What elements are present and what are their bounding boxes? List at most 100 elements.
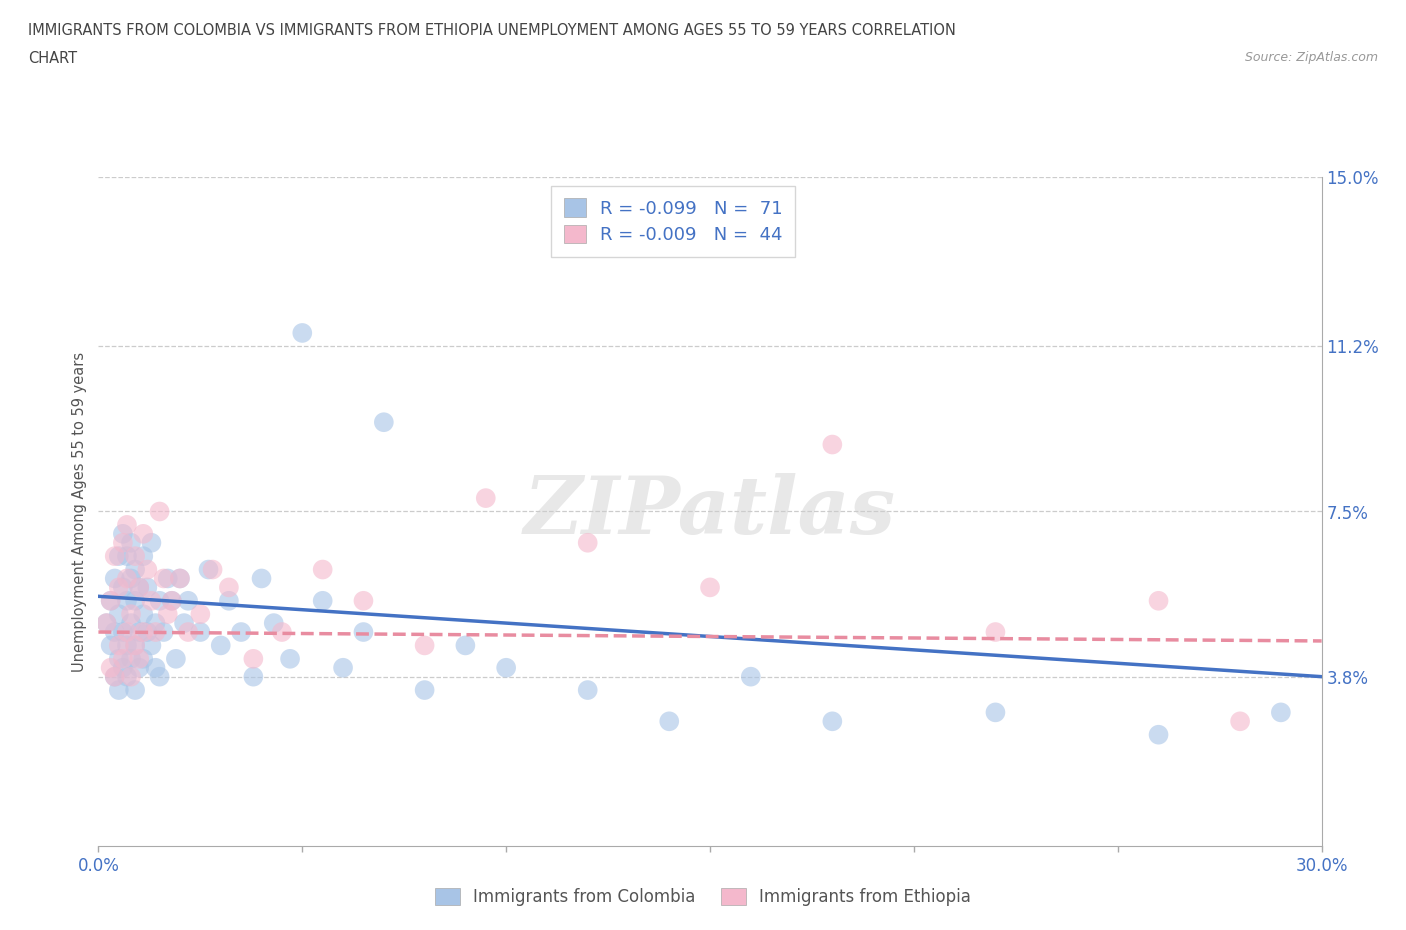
Point xyxy=(128,580,150,595)
Point xyxy=(100,660,122,675)
Point xyxy=(984,625,1007,640)
Point xyxy=(124,549,146,564)
Point xyxy=(111,651,134,666)
Point xyxy=(291,326,314,340)
Point xyxy=(141,638,163,653)
Point xyxy=(115,625,138,640)
Point xyxy=(242,670,264,684)
Point xyxy=(242,651,264,666)
Point xyxy=(111,660,134,675)
Point xyxy=(128,660,150,675)
Point xyxy=(136,580,159,595)
Point xyxy=(100,638,122,653)
Point xyxy=(1229,714,1251,729)
Point xyxy=(108,651,131,666)
Point xyxy=(108,606,131,621)
Point xyxy=(136,562,159,577)
Point xyxy=(699,580,721,595)
Point xyxy=(145,616,167,631)
Point xyxy=(1270,705,1292,720)
Point xyxy=(1147,593,1170,608)
Point xyxy=(373,415,395,430)
Point xyxy=(132,606,155,621)
Point xyxy=(115,638,138,653)
Point xyxy=(156,571,179,586)
Point xyxy=(115,517,138,532)
Point xyxy=(312,562,335,577)
Point xyxy=(124,593,146,608)
Point xyxy=(149,593,172,608)
Point xyxy=(124,562,146,577)
Point xyxy=(169,571,191,586)
Point xyxy=(188,625,212,640)
Point xyxy=(104,549,127,564)
Point xyxy=(120,616,142,631)
Point xyxy=(111,625,134,640)
Point xyxy=(278,651,301,666)
Point xyxy=(165,651,187,666)
Point xyxy=(132,651,155,666)
Text: Source: ZipAtlas.com: Source: ZipAtlas.com xyxy=(1244,51,1378,64)
Point xyxy=(104,625,127,640)
Text: IMMIGRANTS FROM COLOMBIA VS IMMIGRANTS FROM ETHIOPIA UNEMPLOYMENT AMONG AGES 55 : IMMIGRANTS FROM COLOMBIA VS IMMIGRANTS F… xyxy=(28,23,956,38)
Point xyxy=(120,670,142,684)
Point xyxy=(474,491,498,506)
Point xyxy=(152,571,174,586)
Point xyxy=(576,536,599,551)
Point xyxy=(104,670,127,684)
Point xyxy=(124,683,146,698)
Point xyxy=(188,606,212,621)
Text: CHART: CHART xyxy=(28,51,77,66)
Point xyxy=(218,580,240,595)
Point xyxy=(108,683,131,698)
Point xyxy=(120,606,142,621)
Point xyxy=(454,638,477,653)
Point xyxy=(413,683,436,698)
Point xyxy=(495,660,517,675)
Point xyxy=(821,714,844,729)
Point xyxy=(108,638,131,653)
Point xyxy=(115,670,138,684)
Point xyxy=(270,625,294,640)
Point xyxy=(132,549,155,564)
Point xyxy=(111,536,134,551)
Point xyxy=(160,593,183,608)
Point xyxy=(1147,727,1170,742)
Point xyxy=(173,616,195,631)
Point xyxy=(312,593,335,608)
Point xyxy=(115,549,138,564)
Point xyxy=(821,437,844,452)
Point xyxy=(576,683,599,698)
Point xyxy=(332,660,354,675)
Point xyxy=(177,625,200,640)
Point xyxy=(352,593,374,608)
Point xyxy=(169,571,191,586)
Point xyxy=(197,562,219,577)
Point xyxy=(108,580,131,595)
Point xyxy=(218,593,240,608)
Point xyxy=(658,714,681,729)
Point xyxy=(120,571,142,586)
Point xyxy=(115,571,138,586)
Point xyxy=(128,580,150,595)
Point xyxy=(152,625,174,640)
Point xyxy=(100,593,122,608)
Point xyxy=(132,625,155,640)
Point xyxy=(209,638,232,653)
Point xyxy=(263,616,285,631)
Point xyxy=(352,625,374,640)
Point xyxy=(115,593,138,608)
Point xyxy=(104,670,127,684)
Point xyxy=(231,625,253,640)
Point xyxy=(108,549,131,564)
Legend: Immigrants from Colombia, Immigrants from Ethiopia: Immigrants from Colombia, Immigrants fro… xyxy=(429,881,977,912)
Point xyxy=(156,606,179,621)
Point xyxy=(984,705,1007,720)
Point xyxy=(413,638,436,653)
Point xyxy=(128,651,150,666)
Point xyxy=(96,616,118,631)
Point xyxy=(136,625,159,640)
Point xyxy=(132,526,155,541)
Legend: R = -0.099   N =  71, R = -0.009   N =  44: R = -0.099 N = 71, R = -0.009 N = 44 xyxy=(551,186,796,257)
Point xyxy=(100,593,122,608)
